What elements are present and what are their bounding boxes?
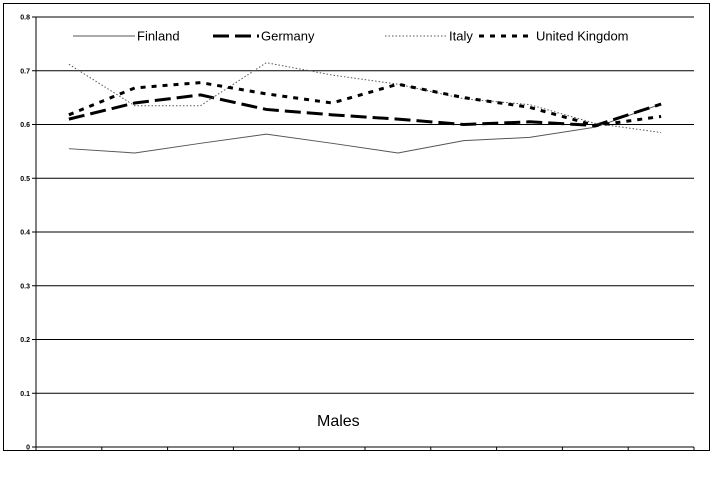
legend-label: United Kingdom: [536, 29, 629, 44]
legend-label: Germany: [261, 29, 315, 44]
series-line-germany: [68, 93, 662, 128]
legend-label: Finland: [137, 29, 180, 44]
y-tick-label: 0.5: [20, 176, 30, 183]
y-tick-label: 0.4: [20, 230, 30, 237]
chart-frame: 00.10.20.30.40.50.60.70.812345678910 Fin…: [3, 3, 710, 451]
y-tick-label: 0.3: [20, 283, 30, 290]
series-line-finland: [68, 103, 662, 154]
y-tick-label: 0.7: [20, 68, 30, 75]
series-lines: [68, 62, 662, 154]
y-tick-label: 0: [26, 445, 30, 451]
y-tick-label: 0.1: [20, 391, 30, 398]
panel-label: Males: [317, 413, 360, 430]
gridlines: [36, 16, 694, 394]
legend-label: Italy: [449, 29, 473, 44]
y-tick-label: 0.2: [20, 337, 30, 344]
legend: Finland Germany Italy United Kingdom: [73, 29, 629, 44]
axes: 00.10.20.30.40.50.60.70.812345678910: [20, 15, 695, 451]
line-chart: 00.10.20.30.40.50.60.70.812345678910 Fin…: [20, 15, 695, 451]
y-tick-label: 0.8: [20, 15, 30, 22]
series-line-united-kingdom: [68, 81, 662, 128]
y-tick-label: 0.6: [20, 122, 30, 129]
series-line-italy: [68, 62, 662, 134]
